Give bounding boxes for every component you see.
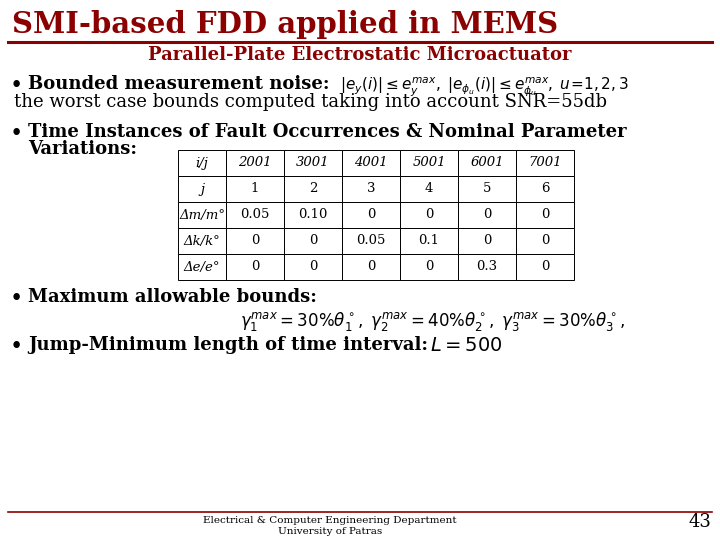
Text: Δm/m°: Δm/m°	[179, 208, 225, 221]
Text: •: •	[10, 75, 23, 97]
Text: $|e_y(i)|\leq e_y^{max},\;|e_{\phi_u}(i)|\leq e_{\phi_u}^{max},\;u\!=\!1,2,3$: $|e_y(i)|\leq e_y^{max},\;|e_{\phi_u}(i)…	[340, 75, 629, 98]
Text: 0: 0	[309, 260, 318, 273]
Text: Parallel-Plate Electrostatic Microactuator: Parallel-Plate Electrostatic Microactuat…	[148, 46, 572, 64]
Bar	[516, 228, 574, 254]
Bar	[516, 150, 574, 176]
Bar	[400, 176, 458, 202]
Bar	[178, 228, 226, 254]
Text: Maximum allowable bounds:: Maximum allowable bounds:	[28, 288, 317, 306]
Bar	[458, 254, 516, 280]
Text: $L = 500$: $L = 500$	[430, 336, 503, 355]
Text: 0: 0	[541, 208, 549, 221]
Bar	[400, 254, 458, 280]
Text: 0: 0	[251, 234, 259, 247]
Text: Δe/e°: Δe/e°	[184, 260, 220, 273]
Text: 0: 0	[425, 208, 433, 221]
Text: Bounded measurement noise:: Bounded measurement noise:	[28, 75, 336, 93]
Text: •: •	[10, 123, 23, 145]
Bar	[226, 150, 284, 176]
Bar	[178, 176, 226, 202]
Text: 0: 0	[483, 208, 491, 221]
Text: 0: 0	[366, 208, 375, 221]
Text: 0: 0	[541, 260, 549, 273]
Bar	[284, 150, 342, 176]
Bar	[284, 254, 342, 280]
Bar	[226, 254, 284, 280]
Bar	[342, 228, 400, 254]
Bar	[516, 176, 574, 202]
Text: 0: 0	[251, 260, 259, 273]
Text: 4001: 4001	[354, 157, 388, 170]
Text: SMI-based FDD applied in MEMS: SMI-based FDD applied in MEMS	[12, 10, 558, 39]
Bar	[226, 202, 284, 228]
Bar	[284, 228, 342, 254]
Bar	[342, 254, 400, 280]
Text: 3001: 3001	[296, 157, 330, 170]
Bar	[178, 202, 226, 228]
Bar	[458, 150, 516, 176]
Text: 5001: 5001	[413, 157, 446, 170]
Text: 0.1: 0.1	[418, 234, 439, 247]
Bar	[284, 202, 342, 228]
Text: 6001: 6001	[470, 157, 504, 170]
Bar	[226, 176, 284, 202]
Bar	[178, 150, 226, 176]
Text: 6: 6	[541, 183, 549, 195]
Text: 43: 43	[688, 513, 711, 531]
Bar	[458, 228, 516, 254]
Text: 2001: 2001	[238, 157, 271, 170]
Text: 0: 0	[366, 260, 375, 273]
Bar	[342, 176, 400, 202]
Bar	[400, 150, 458, 176]
Text: 3: 3	[366, 183, 375, 195]
Text: 0: 0	[483, 234, 491, 247]
Text: •: •	[10, 336, 23, 358]
Text: 0.05: 0.05	[240, 208, 270, 221]
Bar	[342, 202, 400, 228]
Bar	[226, 228, 284, 254]
Text: Variations:: Variations:	[28, 140, 137, 158]
Text: Time Instances of Fault Occurrences & Nominal Parameter: Time Instances of Fault Occurrences & No…	[28, 123, 626, 141]
Text: i/j: i/j	[196, 157, 208, 170]
Bar	[516, 202, 574, 228]
Text: j: j	[200, 183, 204, 195]
Text: 4: 4	[425, 183, 433, 195]
Bar	[284, 176, 342, 202]
Text: University of Patras: University of Patras	[278, 527, 382, 536]
Text: Jump-Minimum length of time interval:: Jump-Minimum length of time interval:	[28, 336, 434, 354]
Text: the worst case bounds computed taking into account SNR=55db: the worst case bounds computed taking in…	[14, 93, 607, 111]
Text: 0.3: 0.3	[477, 260, 498, 273]
Bar	[516, 254, 574, 280]
Text: 2: 2	[309, 183, 318, 195]
Bar	[458, 176, 516, 202]
Text: 0: 0	[425, 260, 433, 273]
Text: 0.10: 0.10	[298, 208, 328, 221]
Bar	[400, 228, 458, 254]
Text: 1: 1	[251, 183, 259, 195]
Text: 0: 0	[309, 234, 318, 247]
Text: 0: 0	[541, 234, 549, 247]
Text: $\gamma_1^{max} = 30\%\theta_1^\circ,\;\gamma_2^{max} = 40\%\theta_2^\circ,\;\ga: $\gamma_1^{max} = 30\%\theta_1^\circ,\;\…	[240, 310, 625, 333]
Bar	[400, 202, 458, 228]
Text: •: •	[10, 288, 23, 310]
Bar	[178, 254, 226, 280]
Bar	[458, 202, 516, 228]
Text: 0.05: 0.05	[356, 234, 386, 247]
Text: 7001: 7001	[528, 157, 562, 170]
Text: Electrical & Computer Engineering Department: Electrical & Computer Engineering Depart…	[203, 516, 456, 525]
Text: 5: 5	[483, 183, 491, 195]
Text: Δk/k°: Δk/k°	[184, 234, 220, 247]
Bar	[342, 150, 400, 176]
